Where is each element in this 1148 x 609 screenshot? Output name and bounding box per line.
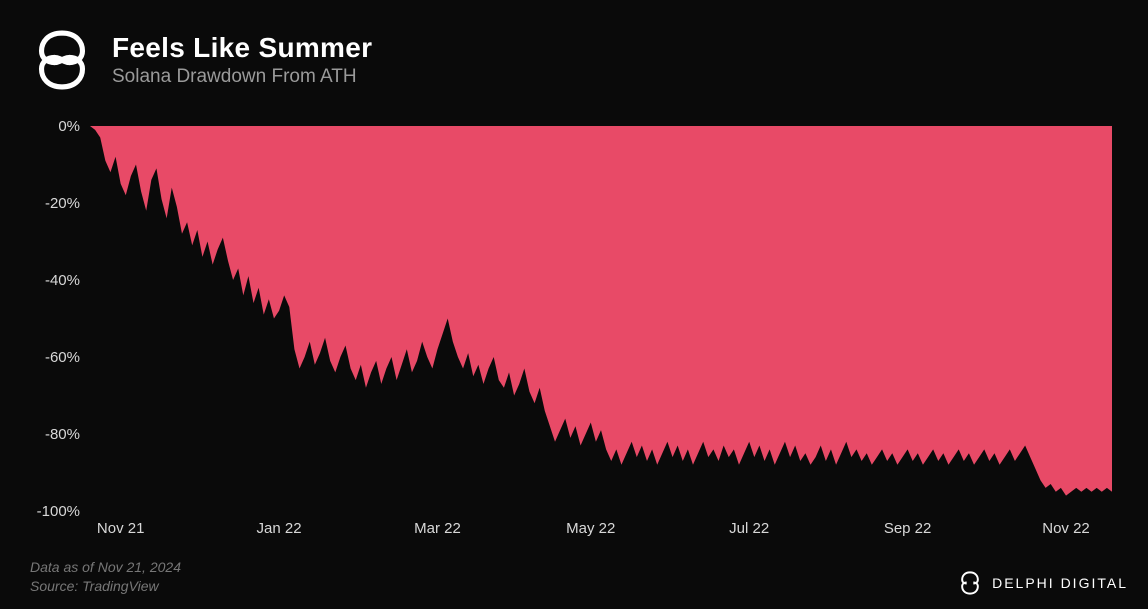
svg-text:0%: 0% <box>58 120 80 135</box>
svg-text:Sep 22: Sep 22 <box>884 520 932 537</box>
delphi-logo-icon <box>30 28 94 92</box>
chart-subtitle: Solana Drawdown From ATH <box>112 66 372 88</box>
brand-text: DELPHI DIGITAL <box>992 575 1128 591</box>
svg-text:-40%: -40% <box>45 272 80 289</box>
data-as-of-text: Data as of Nov 21, 2024 <box>30 558 181 578</box>
delphi-brand-icon <box>956 569 984 597</box>
svg-text:-60%: -60% <box>45 349 80 366</box>
svg-text:Nov 21: Nov 21 <box>97 520 145 537</box>
svg-text:Jul 22: Jul 22 <box>729 520 769 537</box>
chart-title: Feels Like Summer <box>112 32 372 64</box>
chart-header: Feels Like Summer Solana Drawdown From A… <box>0 0 1148 102</box>
svg-text:Mar 22: Mar 22 <box>414 520 461 537</box>
chart-area: 0% -20% -40% -60% -80% -100% Nov 21 Jan 22 Mar 2… <box>30 120 1118 539</box>
svg-text:Jan 22: Jan 22 <box>257 520 302 537</box>
svg-text:Nov 22: Nov 22 <box>1042 520 1090 537</box>
svg-text:-80%: -80% <box>45 426 80 443</box>
brand-mark: DELPHI DIGITAL <box>956 569 1128 597</box>
svg-text:-20%: -20% <box>45 195 80 212</box>
svg-text:-100%: -100% <box>37 503 80 520</box>
chart-footer: Data as of Nov 21, 2024 Source: TradingV… <box>30 558 1128 597</box>
svg-text:May 22: May 22 <box>566 520 615 537</box>
source-text: Source: TradingView <box>30 577 181 597</box>
drawdown-area-chart: 0% -20% -40% -60% -80% -100% Nov 21 Jan 22 Mar 2… <box>30 120 1118 539</box>
